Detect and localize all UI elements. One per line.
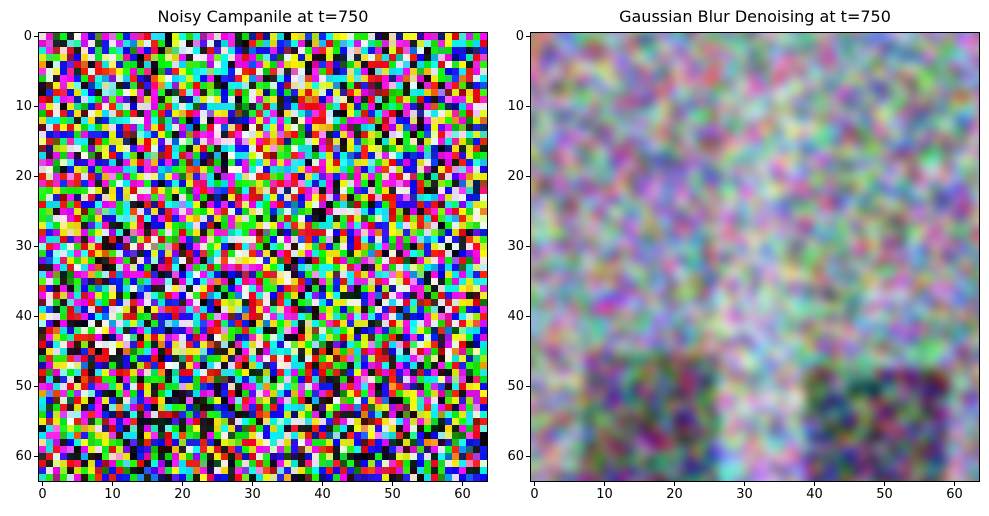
y-tick-mark bbox=[34, 36, 38, 37]
x-tick-label: 60 bbox=[946, 487, 963, 502]
y-tick-label: 30 bbox=[15, 238, 32, 254]
x-tick-mark bbox=[112, 482, 113, 486]
x-tick-mark bbox=[392, 482, 393, 486]
gaussian-blur-denoised-image bbox=[531, 33, 979, 481]
noisy-image-panel: Noisy Campanile at t=750 0 10 20 30 40 50 60 0… bbox=[0, 0, 494, 516]
x-tick-mark bbox=[462, 482, 463, 486]
y-tick-label: 40 bbox=[507, 308, 524, 324]
x-tick-label: 10 bbox=[104, 487, 121, 502]
y-tick-mark bbox=[526, 36, 530, 37]
y-tick-mark bbox=[34, 246, 38, 247]
noisy-campanile-image bbox=[39, 33, 487, 481]
y-tick-mark bbox=[526, 106, 530, 107]
y-tick-label: 20 bbox=[15, 168, 32, 184]
y-tick-mark bbox=[526, 176, 530, 177]
y-tick-label: 50 bbox=[507, 378, 524, 394]
y-tick-mark bbox=[526, 246, 530, 247]
x-tick-label: 20 bbox=[174, 487, 191, 502]
y-tick-label: 60 bbox=[507, 448, 524, 464]
x-tick-mark bbox=[674, 482, 675, 486]
y-tick-mark bbox=[34, 456, 38, 457]
y-tick-mark bbox=[526, 316, 530, 317]
x-tick-mark bbox=[252, 482, 253, 486]
y-tick-mark bbox=[34, 176, 38, 177]
y-tick-mark bbox=[526, 456, 530, 457]
x-tick-mark bbox=[744, 482, 745, 486]
x-tick-label: 30 bbox=[736, 487, 753, 502]
y-tick-mark bbox=[34, 386, 38, 387]
x-tick-mark bbox=[884, 482, 885, 486]
x-tick-label: 40 bbox=[314, 487, 331, 502]
y-tick-mark bbox=[34, 106, 38, 107]
panel-title: Noisy Campanile at t=750 bbox=[157, 7, 369, 26]
x-tick-mark bbox=[604, 482, 605, 486]
x-tick-mark bbox=[534, 482, 535, 486]
blurred-image-axes bbox=[530, 32, 980, 482]
y-tick-label: 10 bbox=[15, 98, 32, 114]
y-tick-label: 0 bbox=[23, 28, 32, 44]
y-tick-label: 40 bbox=[15, 308, 32, 324]
y-tick-label: 50 bbox=[15, 378, 32, 394]
y-tick-label: 10 bbox=[507, 98, 524, 114]
x-tick-label: 50 bbox=[876, 487, 893, 502]
x-tick-label: 40 bbox=[806, 487, 823, 502]
blurred-image-panel: Gaussian Blur Denoising at t=750 0 10 20 30… bbox=[494, 0, 988, 516]
y-tick-label: 20 bbox=[507, 168, 524, 184]
x-tick-label: 60 bbox=[454, 487, 471, 502]
noisy-image-axes bbox=[38, 32, 488, 482]
y-tick-mark bbox=[526, 386, 530, 387]
x-tick-label: 20 bbox=[666, 487, 683, 502]
panel-title: Gaussian Blur Denoising at t=750 bbox=[619, 7, 891, 26]
y-tick-mark bbox=[34, 316, 38, 317]
y-tick-label: 0 bbox=[515, 28, 524, 44]
x-tick-label: 0 bbox=[38, 487, 47, 502]
x-tick-mark bbox=[814, 482, 815, 486]
x-tick-mark bbox=[322, 482, 323, 486]
x-tick-label: 0 bbox=[530, 487, 539, 502]
x-tick-mark bbox=[42, 482, 43, 486]
y-tick-label: 30 bbox=[507, 238, 524, 254]
x-tick-mark bbox=[954, 482, 955, 486]
y-tick-label: 60 bbox=[15, 448, 32, 464]
x-tick-label: 10 bbox=[596, 487, 613, 502]
x-tick-label: 50 bbox=[384, 487, 401, 502]
x-tick-label: 30 bbox=[244, 487, 261, 502]
x-tick-mark bbox=[182, 482, 183, 486]
